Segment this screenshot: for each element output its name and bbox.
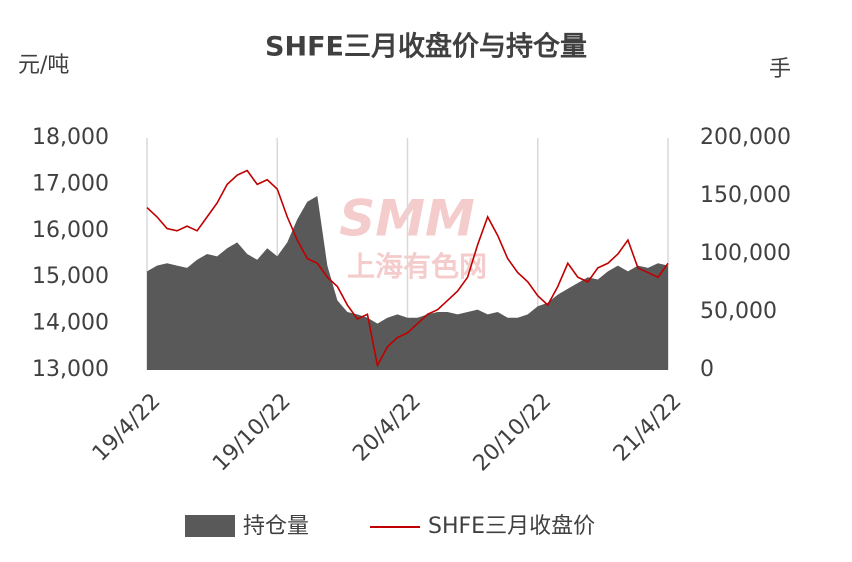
x-tick-label: 20/4/22 bbox=[348, 389, 426, 467]
y-tick-label: 17,000 bbox=[32, 171, 109, 196]
y-tick-label: 16,000 bbox=[32, 218, 109, 243]
y-axis-label: 元/吨 bbox=[18, 53, 69, 78]
area bbox=[147, 196, 668, 370]
chart-title: SHFE三月收盘价与持仓量 bbox=[265, 31, 587, 63]
y-tick-label: 15,000 bbox=[32, 264, 109, 289]
x-tick-label: 19/4/22 bbox=[88, 389, 166, 467]
y2-tick-label: 200,000 bbox=[700, 125, 791, 150]
y-tick-label: 13,000 bbox=[32, 357, 109, 382]
line bbox=[146, 169, 669, 368]
x-tick-label: 20/10/22 bbox=[469, 389, 557, 477]
y-tick-label: 14,000 bbox=[32, 311, 109, 336]
y2-tick-label: 50,000 bbox=[700, 299, 777, 324]
x-tick-label: 21/4/22 bbox=[609, 389, 687, 467]
y2-tick-label: 0 bbox=[700, 357, 714, 382]
watermark: 上海有色网 bbox=[347, 250, 487, 283]
y2-tick-label: 100,000 bbox=[700, 241, 791, 266]
y2-tick-label: 150,000 bbox=[700, 183, 791, 208]
y-tick-label: 18,000 bbox=[32, 125, 109, 150]
legend-label: 持仓量 bbox=[243, 514, 309, 539]
legend-label: SHFE三月收盘价 bbox=[428, 514, 595, 539]
legend-swatch bbox=[185, 515, 235, 537]
y2-axis-label: 手 bbox=[769, 57, 791, 82]
x-tick-label: 19/10/22 bbox=[208, 389, 296, 477]
